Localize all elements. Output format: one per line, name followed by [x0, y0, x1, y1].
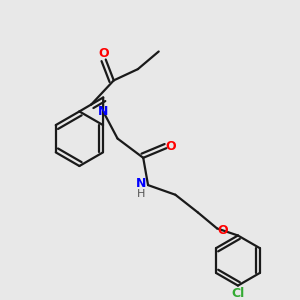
Text: N: N: [98, 105, 108, 118]
Text: N: N: [136, 177, 146, 190]
Text: O: O: [99, 46, 110, 60]
Text: O: O: [166, 140, 176, 153]
Text: Cl: Cl: [231, 287, 244, 300]
Text: H: H: [137, 189, 145, 199]
Text: O: O: [218, 224, 228, 236]
